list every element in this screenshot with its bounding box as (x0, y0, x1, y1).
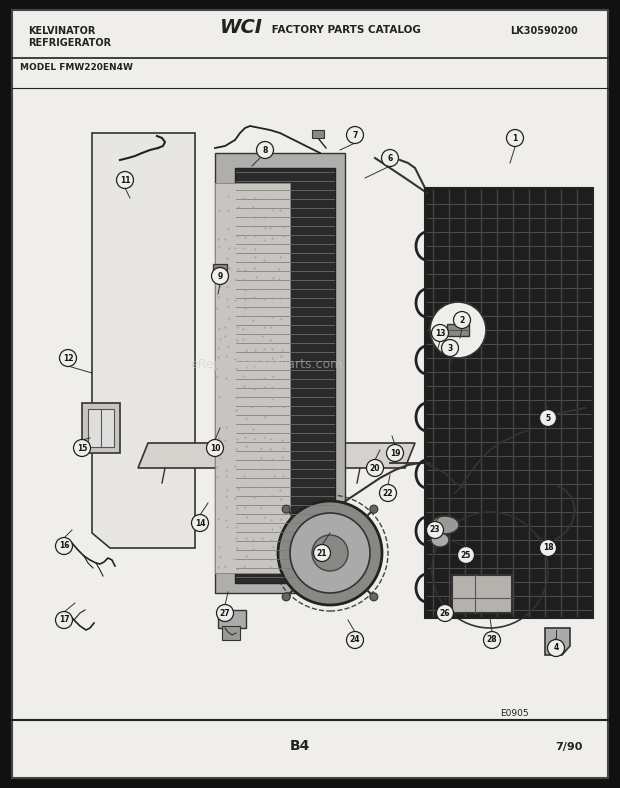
Circle shape (386, 444, 404, 462)
Text: 14: 14 (195, 519, 205, 527)
Bar (425, 188, 593, 618)
Bar (222, 626, 240, 640)
Circle shape (74, 440, 91, 456)
Circle shape (370, 505, 378, 513)
Circle shape (192, 515, 208, 531)
Text: 17: 17 (59, 615, 69, 625)
Circle shape (312, 535, 348, 571)
Circle shape (381, 150, 399, 166)
Text: 15: 15 (77, 444, 87, 452)
Bar (452, 575, 512, 613)
Text: B4: B4 (290, 739, 310, 753)
Circle shape (290, 513, 370, 593)
Circle shape (539, 410, 557, 426)
Bar (215, 183, 290, 573)
Text: 1: 1 (512, 133, 518, 143)
Bar (215, 153, 345, 593)
Text: 26: 26 (440, 608, 450, 618)
Text: eReplacementParts.com: eReplacementParts.com (190, 358, 342, 371)
Text: 7: 7 (352, 131, 358, 139)
Ellipse shape (431, 516, 459, 534)
Circle shape (56, 537, 73, 555)
Bar (447, 324, 469, 336)
Bar (82, 403, 120, 453)
Circle shape (211, 267, 229, 284)
Text: 27: 27 (219, 608, 230, 618)
Text: 19: 19 (390, 448, 401, 458)
Circle shape (379, 485, 397, 501)
Circle shape (453, 311, 471, 329)
Bar (213, 264, 227, 278)
Text: FACTORY PARTS CATALOG: FACTORY PARTS CATALOG (268, 25, 421, 35)
Circle shape (484, 631, 500, 649)
Text: KELVINATOR: KELVINATOR (28, 26, 95, 36)
Text: WCI: WCI (220, 18, 263, 37)
Text: 5: 5 (546, 414, 551, 422)
Text: 2: 2 (459, 315, 464, 325)
Text: 24: 24 (350, 635, 360, 645)
Text: 28: 28 (487, 635, 497, 645)
Bar (88, 409, 114, 447)
Bar (425, 188, 593, 618)
Circle shape (117, 172, 133, 188)
Circle shape (60, 350, 76, 366)
Bar (218, 610, 246, 628)
Circle shape (282, 505, 290, 513)
Text: 20: 20 (370, 463, 380, 473)
Circle shape (441, 340, 459, 356)
Text: 16: 16 (59, 541, 69, 551)
Ellipse shape (431, 533, 449, 547)
Circle shape (366, 459, 384, 477)
Circle shape (347, 127, 363, 143)
Text: 13: 13 (435, 329, 445, 337)
Text: 25: 25 (461, 551, 471, 559)
Bar (312, 130, 324, 138)
Circle shape (430, 302, 486, 358)
Circle shape (216, 604, 234, 622)
Circle shape (56, 611, 73, 629)
Polygon shape (92, 133, 195, 548)
Circle shape (507, 129, 523, 147)
Text: 10: 10 (210, 444, 220, 452)
Text: 23: 23 (430, 526, 440, 534)
Text: 6: 6 (388, 154, 392, 162)
Circle shape (436, 604, 453, 622)
Text: LK30590200: LK30590200 (510, 26, 578, 36)
Text: 7/90: 7/90 (555, 742, 582, 752)
Circle shape (427, 522, 443, 538)
Circle shape (547, 640, 564, 656)
Text: 9: 9 (218, 272, 223, 281)
Circle shape (539, 540, 557, 556)
Circle shape (206, 440, 223, 456)
Circle shape (432, 325, 448, 341)
Text: E0905: E0905 (500, 709, 529, 718)
Text: 11: 11 (120, 176, 130, 184)
Circle shape (347, 631, 363, 649)
Circle shape (278, 501, 382, 605)
Circle shape (370, 593, 378, 600)
Text: 18: 18 (542, 544, 553, 552)
Text: MODEL FMW220EN4W: MODEL FMW220EN4W (20, 63, 133, 72)
Text: 22: 22 (383, 489, 393, 497)
Circle shape (282, 593, 290, 600)
Polygon shape (138, 443, 415, 468)
Circle shape (458, 547, 474, 563)
Text: 8: 8 (262, 146, 268, 154)
Bar (235, 168, 335, 583)
Circle shape (314, 545, 330, 562)
Text: 4: 4 (554, 644, 559, 652)
Text: 12: 12 (63, 354, 73, 362)
Polygon shape (545, 628, 570, 655)
Text: REFRIGERATOR: REFRIGERATOR (28, 38, 111, 48)
Circle shape (257, 142, 273, 158)
Text: 3: 3 (448, 344, 453, 352)
Text: 21: 21 (317, 548, 327, 557)
